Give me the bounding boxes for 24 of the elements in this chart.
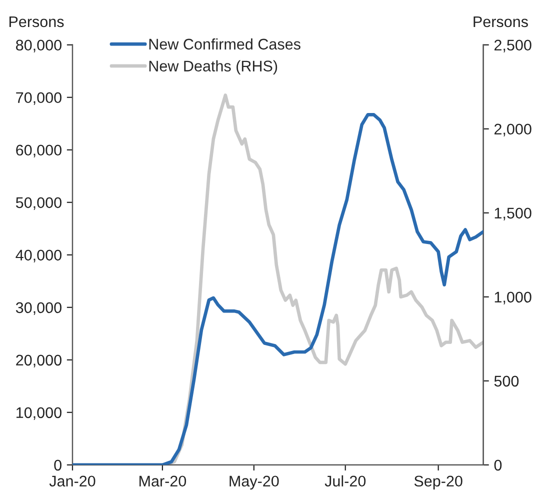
y-tick-label: 60,000 xyxy=(16,144,62,158)
y-tick-label: 80,000 xyxy=(16,40,62,52)
x-tick-label: Mar-20 xyxy=(140,476,186,487)
legend-label: New Deaths (RHS) xyxy=(149,60,278,74)
y-tick-label: 20,000 xyxy=(16,354,62,368)
y-tick-label: 50,000 xyxy=(16,197,62,210)
y-tick-label: 0 xyxy=(54,460,62,471)
y2-axis-title: Persons xyxy=(474,16,528,28)
y2-tick-label: 0 xyxy=(494,460,502,471)
y2-tick-label: 1,500 xyxy=(494,208,532,220)
y-tick-label: 40,000 xyxy=(16,250,62,262)
y-tick-label: 70,000 xyxy=(16,92,62,105)
x-tick-label: Jul-20 xyxy=(324,475,366,487)
y2-tick-label: 500 xyxy=(494,376,519,387)
legend-label: New Confirmed Cases xyxy=(149,38,300,50)
y-tick-label: 30,000 xyxy=(16,302,62,315)
y2-tick-label: 2,000 xyxy=(494,124,532,136)
y-axis-title: Persons xyxy=(9,16,64,28)
x-tick-label: Jan-20 xyxy=(49,476,96,487)
x-tick-label: Sep-20 xyxy=(414,476,462,490)
y2-tick-label: 1,000 xyxy=(494,292,532,304)
x-tick-label: May-20 xyxy=(230,476,279,490)
y2-tick-label: 2,500 xyxy=(494,40,532,52)
y-tick-label: 10,000 xyxy=(16,407,62,420)
